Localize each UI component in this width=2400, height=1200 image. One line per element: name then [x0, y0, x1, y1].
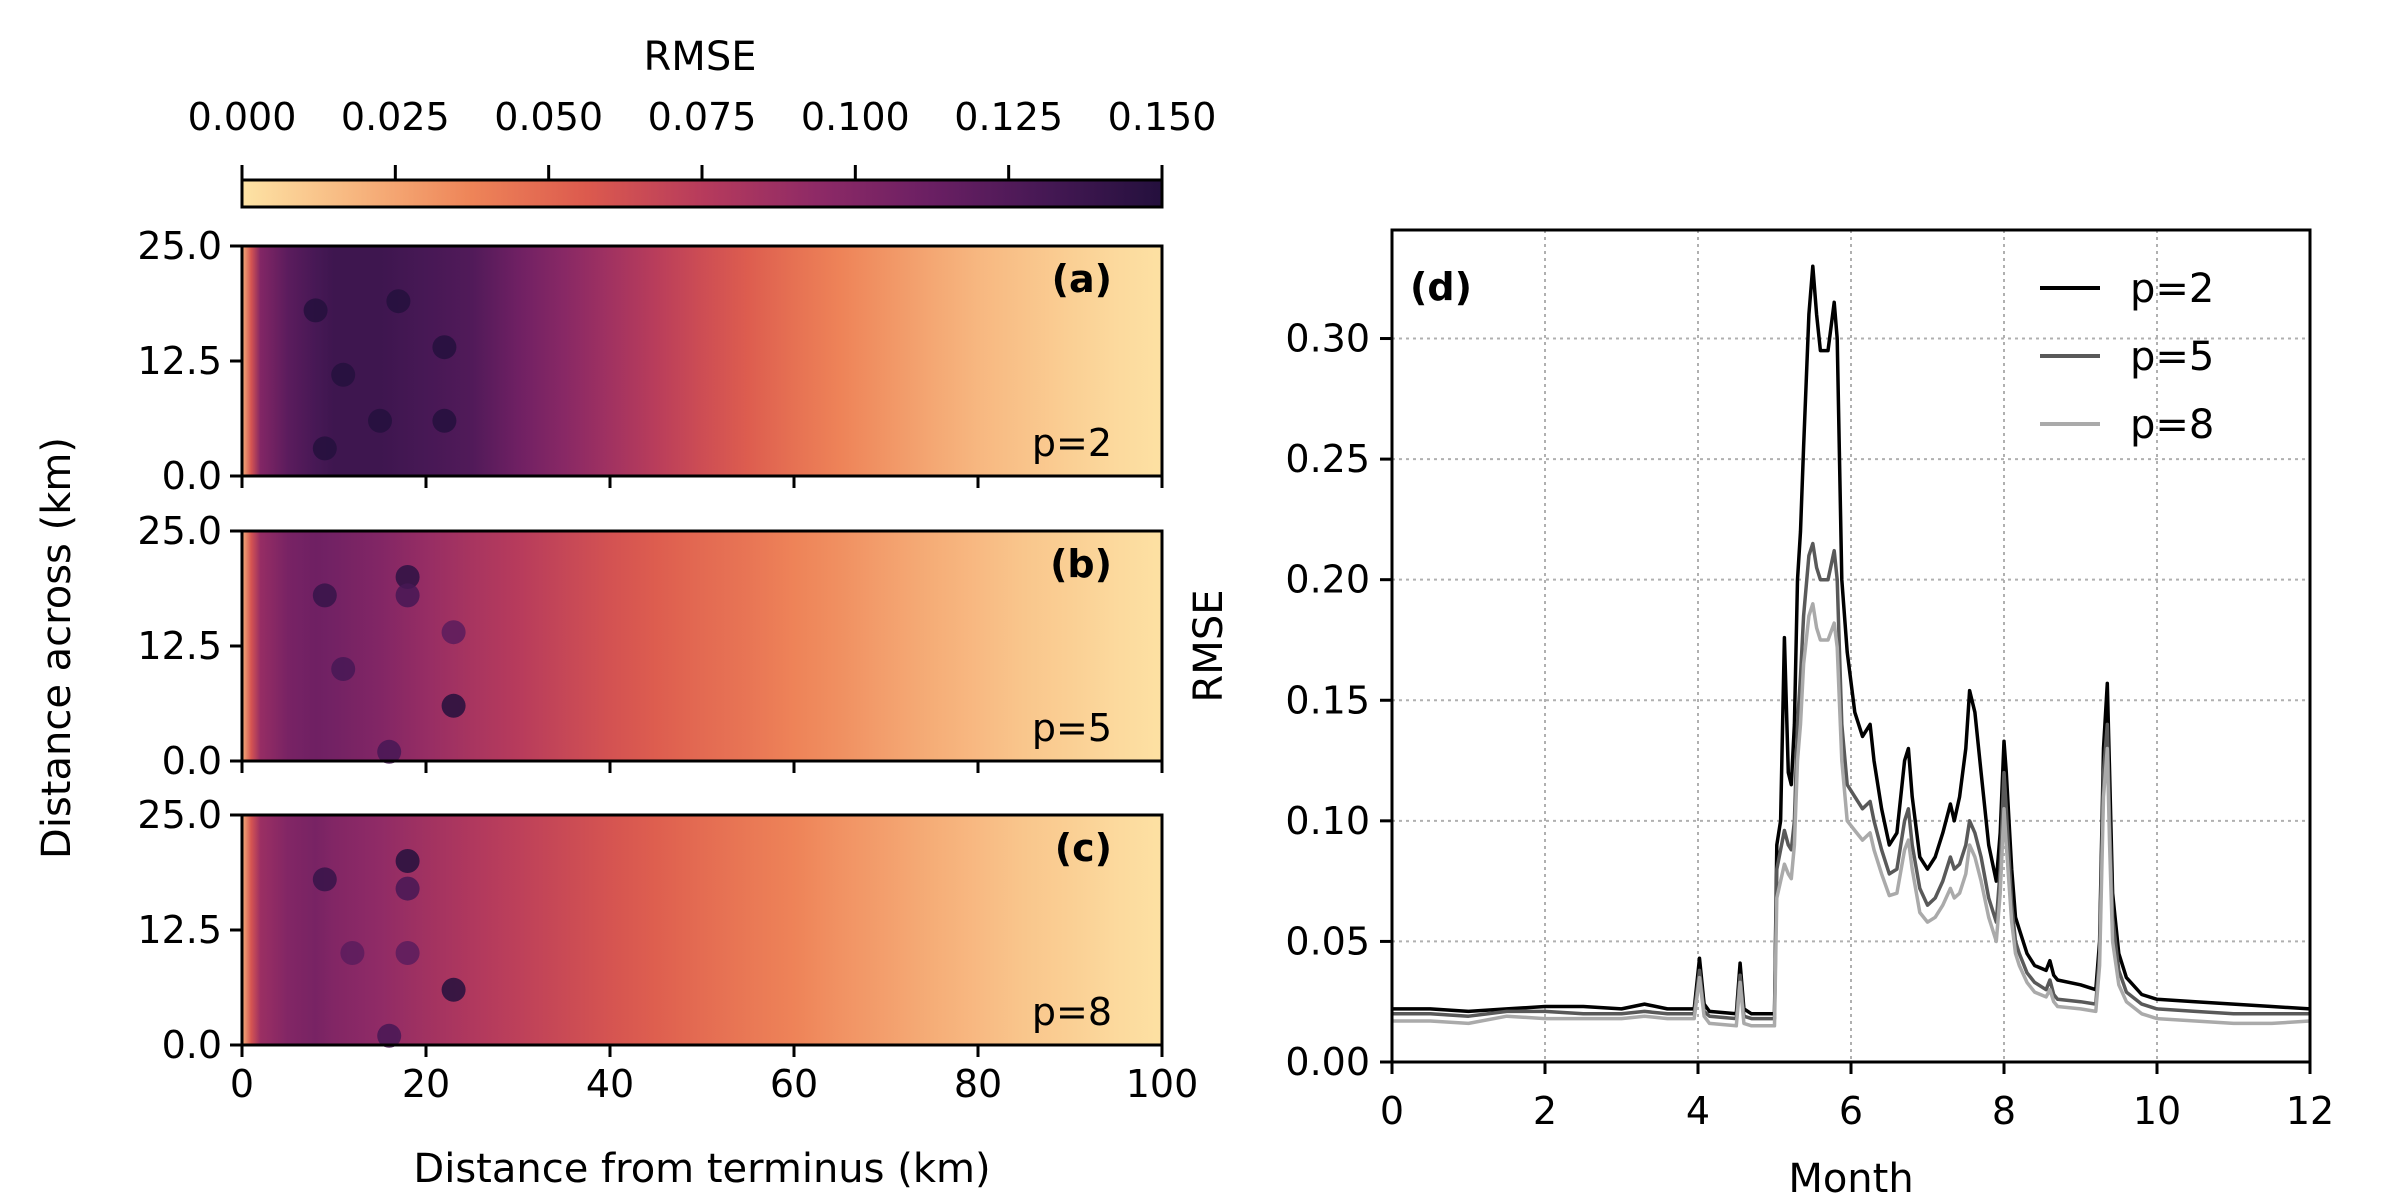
heatmap-panel: 0.0 12.5 25.0 (a) p=2 — [137, 224, 1164, 498]
heatmap-hotspot — [331, 362, 356, 387]
left-x-axis-label: Distance from terminus (km) — [413, 1146, 990, 1192]
legend-label: p=8 — [2130, 402, 2214, 448]
x-tick-label: 100 — [1126, 1062, 1199, 1106]
heatmap-hotspot — [377, 739, 402, 764]
y-tick-label: 25.0 — [137, 509, 222, 553]
colorbar-tick-label: 0.075 — [648, 95, 757, 139]
heatmap-hotspot — [331, 657, 356, 681]
heatmap-hotspot — [395, 941, 420, 965]
panel-tag: (c) — [1055, 826, 1112, 870]
y-tick-label: 25.0 — [137, 224, 222, 268]
colorbar-tick-label: 0.000 — [188, 95, 297, 139]
y-tick-label: 0.0 — [162, 454, 222, 498]
y-tick-label: 12.5 — [137, 624, 222, 668]
x-tick-label: 12 — [2286, 1089, 2334, 1133]
heatmap-hotspot — [441, 693, 466, 718]
colorbar-label: RMSE — [644, 34, 757, 80]
colorbar-tick-label: 0.150 — [1108, 95, 1217, 139]
x-tick-label: 8 — [1992, 1089, 2016, 1133]
legend-label: p=2 — [2130, 266, 2214, 312]
heatmap-hotspot — [432, 408, 457, 433]
colorbar-tick-label: 0.125 — [954, 95, 1063, 139]
x-tick-label: 40 — [586, 1062, 634, 1106]
heatmap-field — [242, 815, 1162, 1045]
heatmap-hotspot — [395, 849, 420, 873]
heatmap-hotspot — [377, 1023, 402, 1048]
x-tick-label: 2 — [1533, 1089, 1557, 1133]
heatmap-hotspot — [312, 583, 337, 608]
colorbar-tick-label: 0.025 — [341, 95, 450, 139]
heatmap-hotspot — [395, 583, 420, 608]
heatmap-panels: 0.0 12.5 25.0 (a) p=2 0.0 12.5 25.0 (b) p=5 0.0 12.… — [137, 224, 1198, 1106]
heatmap-panel: 0.0 12.5 25.0 (b) p=5 — [137, 509, 1164, 783]
x-tick-label: 80 — [954, 1062, 1002, 1106]
y-tick-label: 0.0 — [162, 1023, 222, 1067]
y-tick-label: 12.5 — [137, 908, 222, 952]
y-tick-label: 0.10 — [1285, 799, 1370, 843]
y-tick-label: 12.5 — [137, 339, 222, 383]
panel-series-label: p=5 — [1032, 706, 1112, 750]
line-chart: 0 2 4 6 8 10 12 0.00 0.05 0.10 0.15 0.20 0.25 0.30 Mon… — [1186, 228, 2334, 1200]
colorbar-tick-label: 0.050 — [494, 95, 603, 139]
x-tick-label: 4 — [1686, 1089, 1710, 1133]
heatmap-hotspot — [312, 436, 337, 461]
y-tick-label: 0.0 — [162, 739, 222, 783]
series-line-p=5 — [1392, 541, 2310, 1021]
heatmap-hotspot — [303, 298, 328, 323]
heatmap-hotspot — [386, 289, 411, 314]
x-tick-label: 0 — [230, 1062, 254, 1106]
left-y-axis-label: Distance across (km) — [34, 437, 80, 859]
heatmap-hotspot — [395, 876, 420, 901]
heatmap-hotspot — [441, 977, 466, 1002]
y-tick-label: 0.25 — [1285, 437, 1370, 481]
x-tick-label: 10 — [2133, 1089, 2181, 1133]
legend-label: p=5 — [2130, 334, 2214, 380]
panel-tag: (b) — [1050, 542, 1112, 586]
heatmap-field — [242, 246, 1162, 476]
colorbar-ticks: 0.000 0.025 0.050 0.075 0.100 0.125 0.150 — [188, 95, 1217, 180]
panel-tag: (a) — [1052, 257, 1112, 301]
heatmap-hotspot — [441, 620, 466, 645]
y-tick-label: 0.20 — [1285, 558, 1370, 602]
y-tick-label: 0.05 — [1285, 919, 1370, 963]
heatmap-field — [242, 531, 1162, 761]
series-line-p=8 — [1392, 602, 2311, 1028]
panel-series-label: p=8 — [1032, 990, 1112, 1034]
colorbar-bar — [240, 178, 1164, 209]
heatmap-hotspot — [340, 941, 365, 965]
x-tick-label: 6 — [1839, 1089, 1863, 1133]
panel-series-label: p=2 — [1032, 421, 1112, 465]
x-tick-label: 0 — [1380, 1089, 1404, 1133]
series-line-p=2 — [1392, 264, 2311, 1016]
y-tick-label: 0.30 — [1285, 317, 1370, 361]
x-tick-label: 20 — [402, 1062, 450, 1106]
heatmap-panel: 0.0 12.5 25.0 0 20 40 60 80 100 (c) p=8 — [137, 793, 1198, 1106]
panel-tag: (d) — [1410, 265, 1472, 309]
y-tick-label: 0.00 — [1285, 1040, 1370, 1084]
heatmap-hotspot — [368, 408, 392, 433]
y-tick-label: 25.0 — [137, 793, 222, 837]
x-tick-label: 60 — [770, 1062, 818, 1106]
y-tick-label: 0.15 — [1285, 678, 1370, 722]
colorbar: RMSE 0.000 0.025 0.050 0.075 0.100 0.125 0.150 — [188, 34, 1217, 209]
colorbar-tick-label: 0.100 — [801, 95, 910, 139]
heatmap-hotspot — [432, 335, 457, 360]
heatmap-hotspot — [395, 565, 420, 589]
heatmap-hotspot — [312, 867, 337, 892]
y-axis-label: RMSE — [1186, 590, 1232, 703]
x-axis-label: Month — [1788, 1156, 1913, 1200]
